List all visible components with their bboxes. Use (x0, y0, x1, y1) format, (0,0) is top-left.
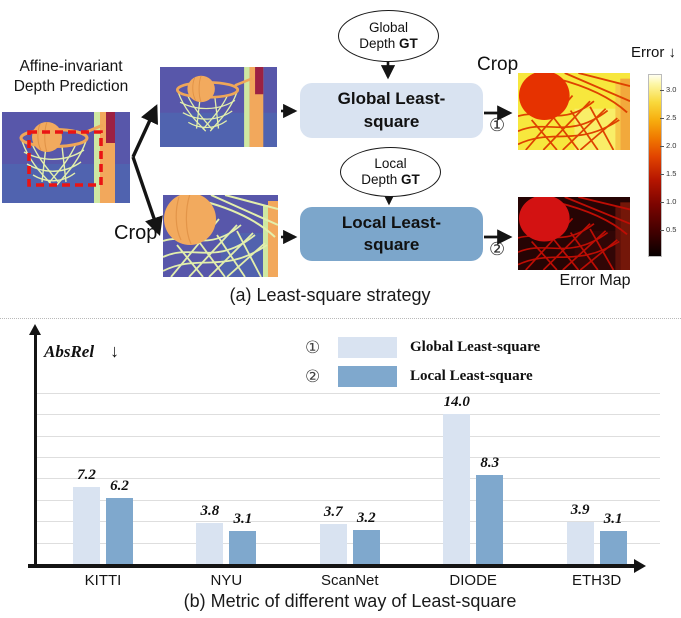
input-depth-label-line1: Affine-invariant (19, 58, 123, 75)
bar-kitti-local (106, 497, 133, 564)
bar-value-label: 7.2 (77, 466, 96, 483)
legend-label-local: Local Least-square (410, 368, 533, 384)
bar-scannet-local (352, 529, 380, 564)
y-axis-label-text: AbsRel (44, 342, 95, 361)
legend-marker-1: ① (305, 337, 321, 357)
bar-eth3d-global (566, 522, 594, 564)
bar-nyu-global (196, 523, 224, 564)
bar-value-label: 6.2 (110, 477, 129, 494)
colorbar-tick-mark (660, 90, 664, 91)
colorbar-tick-label: 2.0 (666, 141, 677, 150)
down-arrow-icon: ↓ (110, 341, 120, 361)
legend-swatch-local (338, 366, 397, 387)
panel-divider (0, 318, 681, 319)
bar-kitti-global (73, 486, 100, 564)
colorbar-tick-label: 2.5 (666, 113, 677, 122)
local-depth-gt-ellipse: Local Depth GT (340, 147, 441, 197)
colorbar-tick-label: 3.0 (666, 85, 677, 94)
gridline (36, 542, 660, 544)
colorbar-tick-mark (660, 230, 664, 231)
colorbar-tick-label: 1.5 (666, 169, 677, 178)
colorbar-title-text: Error (631, 44, 665, 61)
y-axis-label: AbsRel ↓ (44, 341, 119, 362)
colorbar-tick-mark (660, 146, 664, 147)
bar-value-label: 8.3 (480, 455, 500, 472)
gridline (36, 499, 660, 501)
gridline (36, 435, 660, 437)
step-1-badge: ① (489, 115, 506, 135)
gridline (36, 392, 660, 394)
bar-diode-local (476, 475, 504, 564)
local-gt-bold: GT (401, 172, 420, 187)
gridline (36, 521, 660, 523)
global-gt-line1: Global (368, 19, 408, 35)
bar-nyu-local (229, 530, 257, 564)
legend-marker-2: ② (305, 366, 321, 386)
global-gt-line2: Depth (359, 36, 396, 51)
input-depth-label: Affine-invariant Depth Prediction (0, 57, 142, 97)
global-depth-gt-ellipse: Global Depth GT (338, 10, 439, 62)
error-map-local (518, 197, 630, 270)
bar-value-label: 14.0 (443, 394, 470, 411)
colorbar-tick-mark (660, 174, 664, 175)
colorbar-tick-label: 0.5 (666, 225, 677, 234)
error-map-label: Error Map (559, 272, 631, 289)
bar-value-label: 3.1 (233, 510, 253, 527)
y-axis-line (34, 334, 37, 565)
local-gt-line1: Local (374, 155, 407, 171)
gridline (36, 457, 660, 458)
caption-b: (b) Metric of different way of Least-squ… (183, 591, 517, 611)
category-label-diode: DIODE (449, 572, 497, 589)
bar-value-label: 3.9 (570, 502, 590, 519)
bar-diode-global (443, 414, 471, 564)
caption-a: (a) Least-square strategy (229, 285, 431, 305)
depth-crop-local (163, 195, 278, 277)
category-label-kitti: KITTI (84, 572, 122, 589)
legend-swatch-global (338, 337, 397, 358)
down-arrow-icon: ↓ (668, 44, 677, 61)
category-label-scannet: ScanNet (321, 572, 379, 589)
depth-map-full (2, 112, 130, 203)
x-axis-arrowhead-icon (634, 559, 646, 573)
colorbar-tick-label: 1.0 (666, 197, 677, 206)
crop-region-rect (27, 130, 103, 187)
x-axis-line (28, 564, 636, 568)
category-label-nyu: NYU (210, 572, 243, 589)
local-least-square-box: Local Least-square (300, 207, 483, 261)
local-gt-line2: Depth (361, 172, 398, 187)
colorbar-ticks: 3.0 2.5 2.0 1.5 1.0 0.5 (648, 74, 681, 257)
bar-value-label: 3.8 (200, 503, 220, 520)
gridline (36, 414, 660, 416)
branch-arrow-top (131, 104, 158, 158)
bar-eth3d-local (599, 530, 627, 564)
global-least-square-box: Global Least-square (300, 83, 483, 138)
error-map-global (518, 73, 630, 150)
bar-value-label: 3.2 (356, 509, 376, 526)
bar-scannet-global (319, 524, 347, 564)
bar-value-label: 3.1 (603, 510, 623, 527)
error-colorbar (648, 74, 662, 257)
colorbar-tick-mark (660, 118, 664, 119)
crop-label-left: Crop (114, 222, 158, 244)
colorbar-tick-mark (660, 202, 664, 203)
crop-label-right: Crop (477, 54, 519, 75)
input-depth-label-line2: Depth Prediction (13, 77, 129, 95)
legend-label-global: Global Least-square (410, 339, 541, 355)
colorbar-title: Error ↓ (631, 44, 676, 61)
bar-value-label: 3.7 (323, 504, 343, 521)
depth-crop-global (160, 67, 277, 147)
legend-item-global: ① Global Least-square (305, 337, 540, 358)
step-2-badge: ② (489, 239, 506, 259)
legend-item-local: ② Local Least-square (305, 366, 533, 387)
y-axis-arrowhead-icon (29, 324, 41, 335)
gridline (36, 478, 660, 480)
category-label-eth3d: ETH3D (572, 572, 622, 589)
global-gt-bold: GT (399, 36, 418, 51)
